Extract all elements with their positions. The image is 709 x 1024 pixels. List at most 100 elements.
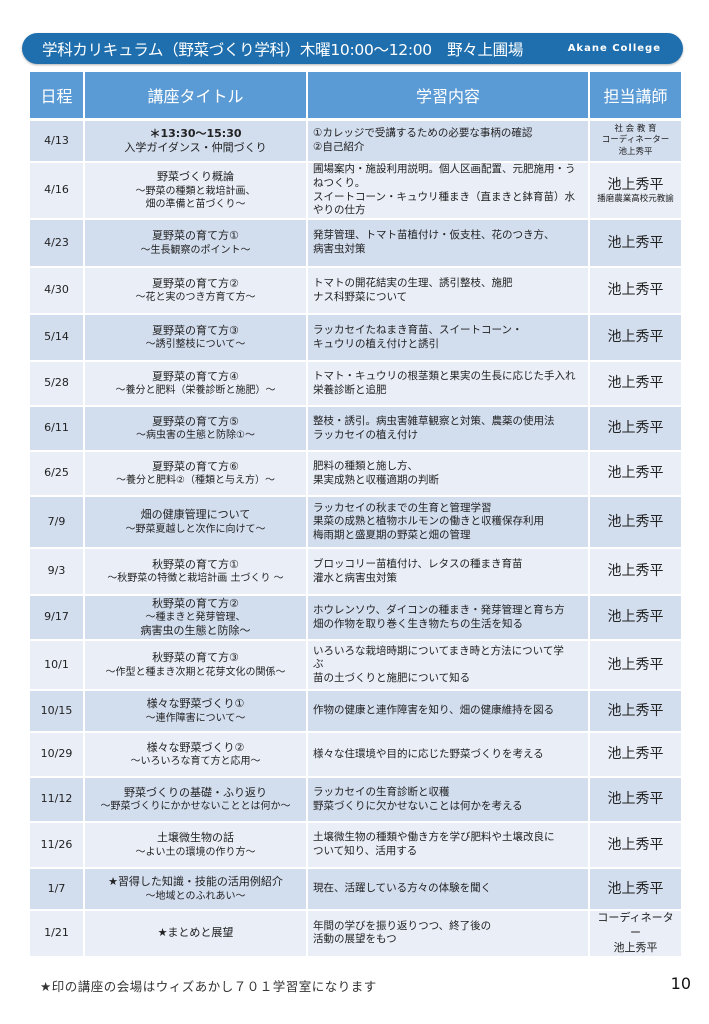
date-text: 6/11 — [44, 421, 69, 435]
teacher-line: 池上秀平 — [607, 791, 664, 808]
content-cell: 現在、活躍している方々の体験を聞く — [308, 869, 590, 911]
teacher-line: 池上秀平 — [607, 234, 664, 251]
title-line: 夏野菜の育て方③ — [152, 323, 239, 337]
table-row: 5/28 夏野菜の育て方④ ～養分と肥料（栄養診断と施肥）～ トマト・キュウリの根茎類… — [30, 362, 681, 407]
content-cell: トマト・キュウリの根茎類と果実の生長に応じた手入れ 栄養診断と追肥 — [308, 362, 590, 407]
content-line: トマトの開花結実の生理、誘引整枝、施肥 — [313, 276, 513, 289]
content-cell: 肥料の種類と施し方、 果実成熟と収穫適期の判断 — [308, 452, 590, 497]
title-cell: 夏野菜の育て方① ～生長観察のポイント～ — [85, 220, 308, 268]
content-line: ホウレンソウ、ダイコンの種まき・発芽管理と育ち方 — [313, 603, 565, 616]
teacher-line: 池上秀平 — [607, 656, 664, 673]
title-line: 夏野菜の育て方⑤ — [152, 414, 239, 428]
teacher-cell: 池上秀平 — [590, 549, 681, 596]
date-text: 4/13 — [44, 133, 69, 147]
content-line: ラッカセイの生育診断と収穫 — [313, 785, 450, 798]
title-line: 入学ガイダンス・仲間づくり — [124, 141, 267, 154]
teacher-cell: 池上秀平 — [590, 268, 681, 315]
content-line: 野菜づくりに欠かせないことは何かを考える — [313, 799, 523, 812]
date-cell: 5/28 — [30, 362, 85, 407]
teacher-cell: 池上秀平 — [590, 497, 681, 549]
content-line: 栄養診断と追肥 — [313, 383, 387, 396]
date-text: 4/23 — [44, 235, 69, 249]
date-cell: 10/29 — [30, 733, 85, 778]
content-cell: 圃場案内・施設利用説明。個人区画配置、元肥施用・うねつくり。 スイートコーン・キュ… — [308, 163, 590, 220]
teacher-cell: 池上秀平 播磨農業高校元教諭 — [590, 163, 681, 220]
table-row: 9/17 秋野菜の育て方② ～種まきと発芽管理、 病害虫の生態と防除～ ホウレンソウ、ダ… — [30, 596, 681, 641]
date-text: 4/16 — [44, 183, 69, 197]
title-cell: ＊13:30～15:30 入学ガイダンス・仲間づくり — [85, 121, 308, 163]
teacher-cell: 池上秀平 — [590, 691, 681, 733]
title-line: ～連作障害について～ — [145, 712, 246, 724]
table-row: 5/14 夏野菜の育て方③ ～誘引整枝について～ ラッカセイたねまき育苗、スイートコー… — [30, 315, 681, 362]
teacher-cell: 池上秀平 — [590, 452, 681, 497]
content-line: 現在、活躍している方々の体験を聞く — [313, 882, 492, 895]
title-line: ～養分と肥料（栄養診断と施肥）～ — [115, 385, 276, 397]
header-date: 日程 — [30, 72, 85, 121]
college-name: Akane College — [567, 43, 661, 54]
date-text: 7/9 — [47, 514, 66, 528]
title-cell: 夏野菜の育て方④ ～養分と肥料（栄養診断と施肥）～ — [85, 362, 308, 407]
teacher-line: コーディネーター — [597, 911, 674, 939]
content-line: 活動の展望をもつ — [313, 933, 397, 946]
teacher-cell: 池上秀平 — [590, 315, 681, 362]
teacher-line: 池上秀平 — [607, 563, 664, 580]
title-cell: 夏野菜の育て方② ～花と実のつき方育て方～ — [85, 268, 308, 315]
content-cell: 作物の健康と連作障害を知り、畑の健康維持を図る — [308, 691, 590, 733]
date-cell: 6/11 — [30, 407, 85, 452]
content-line: ぶ — [313, 658, 324, 671]
teacher-line: 池上秀平 — [607, 836, 664, 853]
banner-title: 学科カリキュラム（野菜づくり学科）木曜10:00～12:00 野々上圃場 — [42, 40, 524, 59]
date-cell: 4/16 — [30, 163, 85, 220]
teacher-line: 池上秀平 — [607, 513, 664, 530]
title-line: 野菜づくりの基礎・ふり返り — [124, 785, 267, 799]
date-cell: 4/13 — [30, 121, 85, 163]
date-cell: 11/12 — [30, 778, 85, 823]
date-cell: 9/17 — [30, 596, 85, 641]
title-cell: 様々な野菜づくり① ～連作障害について～ — [85, 691, 308, 733]
header-title: 講座タイトル — [85, 72, 308, 121]
table-row: 10/15 様々な野菜づくり① ～連作障害について～ 作物の健康と連作障害を知り、畑の… — [30, 691, 681, 733]
title-line: 病害虫の生態と防除～ — [140, 624, 251, 637]
title-cell: 夏野菜の育て方⑤ ～病虫害の生態と防除①～ — [85, 407, 308, 452]
header-content: 学習内容 — [308, 72, 590, 121]
table-row: 1/7 ★習得した知識・技能の活用例紹介 ～地域とのふれあい～ 現在、活躍している方々… — [30, 869, 681, 911]
content-line: 梅雨期と盛夏期の野菜と畑の管理 — [313, 528, 471, 541]
date-cell: 1/21 — [30, 911, 85, 958]
content-cell: 整枝・誘引。病虫害雑草観察と対策、農薬の使用法 ラッカセイの植え付け — [308, 407, 590, 452]
table-row: 4/23 夏野菜の育て方① ～生長観察のポイント～ 発芽管理、トマト苗植付け・仮支柱、… — [30, 220, 681, 268]
table-row: 10/1 秋野菜の育て方③ ～作型と種まき次期と花芽文化の関係～ いろいろな栽培時期に… — [30, 641, 681, 691]
date-text: 6/25 — [44, 466, 69, 480]
date-text: 10/15 — [40, 703, 73, 717]
title-cell: 野菜づくり概論 ～野菜の種類と栽培計画、 畑の準備と苗づくり～ — [85, 163, 308, 220]
header-teacher: 担当講師 — [590, 72, 681, 121]
title-line: ～野菜の種類と栽培計画、 — [135, 185, 256, 197]
title-line: ～誘引整枝について～ — [145, 339, 246, 351]
title-line: ～養分と肥料②（種類と与え方）～ — [116, 475, 275, 487]
teacher-line: 池上秀平 — [607, 282, 664, 299]
content-line: トマト・キュウリの根茎類と果実の生長に応じた手入れ — [313, 369, 576, 382]
content-line: 畑の作物を取り巻く生き物たちの生活を知る — [313, 617, 523, 630]
title-line: ～地域とのふれあい～ — [145, 890, 246, 902]
date-text: 11/26 — [40, 837, 73, 851]
title-cell: ★まとめと展望 — [85, 911, 308, 958]
table-row: 9/3 秋野菜の育て方① ～秋野菜の特徴と栽培計画 土づくり ～ ブロッコリー苗植付け… — [30, 549, 681, 596]
table-row: 6/25 夏野菜の育て方⑥ ～養分と肥料②（種類と与え方）～ 肥料の種類と施し方、 果実… — [30, 452, 681, 497]
title-line: ～秋野菜の特徴と栽培計画 土づくり ～ — [107, 573, 284, 585]
title-cell: 夏野菜の育て方⑥ ～養分と肥料②（種類と与え方）～ — [85, 452, 308, 497]
page-number: 10 — [670, 974, 691, 993]
title-cell: 秋野菜の育て方② ～種まきと発芽管理、 病害虫の生態と防除～ — [85, 596, 308, 641]
title-line: ★習得した知識・技能の活用例紹介 — [108, 875, 283, 889]
date-text: 4/30 — [44, 283, 69, 297]
table-row: 4/16 野菜づくり概論 ～野菜の種類と栽培計画、 畑の準備と苗づくり～ 圃場案内・施設… — [30, 163, 681, 220]
title-line: ～いろいろな育て方と応用～ — [130, 756, 261, 768]
title-line: 夏野菜の育て方② — [152, 276, 239, 290]
table-row: 4/30 夏野菜の育て方② ～花と実のつき方育て方～ トマトの開花結実の生理、誘引整枝… — [30, 268, 681, 315]
content-line: 圃場案内・施設利用説明。個人区画配置、元肥施用・うねつくり。 — [313, 163, 576, 189]
teacher-line: コーディネーター — [601, 135, 670, 146]
title-line: ＊13:30～15:30 — [149, 126, 242, 140]
table-header-row: 日程 講座タイトル 学習内容 担当講師 — [30, 72, 681, 121]
title-line: 秋野菜の育て方① — [152, 557, 239, 571]
content-line: 苗の土づくりと施肥について知る — [313, 671, 471, 684]
title-line: 夏野菜の育て方① — [152, 229, 239, 243]
teacher-line: 池上秀平 — [607, 746, 664, 763]
